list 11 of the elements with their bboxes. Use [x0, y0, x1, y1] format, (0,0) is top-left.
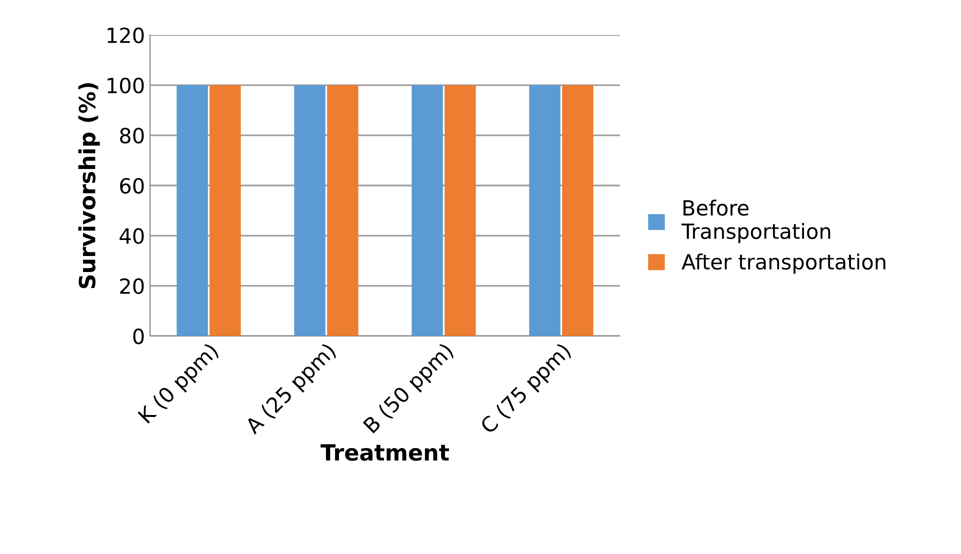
y-tick-label: 60: [120, 178, 144, 194]
y-tick-label: 120: [108, 27, 144, 44]
y-tick-label: 40: [120, 228, 144, 244]
y-tick-label: 100: [108, 78, 144, 94]
legend-label: Before Transportation: [681, 200, 830, 244]
x-axis-title: Treatment: [320, 444, 450, 461]
y-tick-label: 0: [133, 328, 144, 344]
y-tick-label: 80: [120, 128, 144, 144]
y-tick-label: 20: [120, 278, 144, 294]
y-axis-title: Survivorship (%): [78, 83, 100, 288]
legend-label: After transportation: [682, 254, 886, 274]
